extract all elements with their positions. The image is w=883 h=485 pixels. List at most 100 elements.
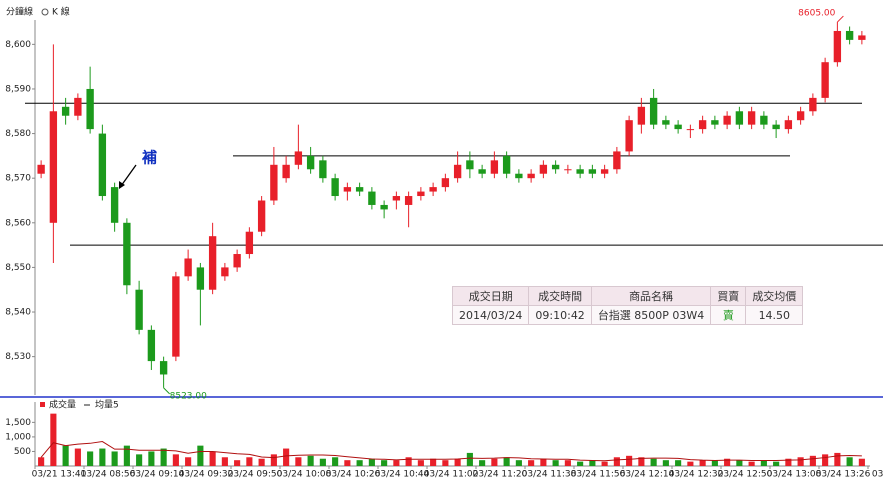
tab-icon: [41, 8, 49, 16]
header-cell: 商品名稱: [590, 286, 712, 306]
candle-body: [380, 204, 388, 210]
candle-body: [184, 258, 192, 277]
candle-body: [159, 361, 168, 375]
candle-body: [649, 97, 658, 125]
y-tick-label: 8,600: [5, 40, 31, 50]
annotation-leader: [837, 15, 844, 23]
legend-label: 均量5: [95, 399, 119, 411]
volume-bar: [834, 452, 841, 466]
candle-body: [564, 169, 572, 171]
volume-bar: [809, 455, 816, 466]
volume-bar: [822, 454, 829, 466]
candle-body: [466, 160, 474, 170]
y-tick-label: 8,580: [5, 129, 31, 139]
candle-body: [392, 196, 401, 201]
volume-bar: [87, 451, 94, 466]
volume-bar: [699, 460, 706, 466]
candle-body: [221, 267, 229, 277]
candle-body: [74, 97, 82, 116]
volume-bar: [552, 460, 559, 466]
volume-bar: [736, 460, 743, 466]
candle-body: [490, 160, 499, 174]
cell: 09:10:42: [528, 305, 592, 325]
volume-bar: [711, 460, 718, 466]
volume-bar: [503, 457, 510, 466]
y-tick-label: 8,570: [5, 174, 31, 184]
x-tick-label: 03/24 10:26: [326, 470, 381, 480]
candle-body: [331, 178, 339, 197]
kline-tab[interactable]: K 線: [52, 6, 70, 18]
candle-body: [809, 97, 817, 112]
volume-bar: [846, 457, 853, 466]
vol-y-tick-label: 500: [14, 447, 31, 457]
volume-bar: [797, 457, 804, 466]
candle-body: [135, 289, 143, 330]
volume-bar: [564, 460, 571, 466]
y-tick-label: 8,550: [5, 263, 31, 273]
volume-bar: [589, 460, 596, 466]
volume-bar: [613, 457, 620, 466]
candle-body: [821, 62, 829, 98]
x-tick-label: 03/24 09:14: [130, 470, 185, 480]
volume-bar: [381, 460, 388, 466]
header-cell: 成交均價: [745, 286, 804, 306]
volume-bar: [675, 460, 682, 466]
candle-body: [306, 155, 315, 170]
x-tick-label: 03/24 11:02: [424, 470, 479, 480]
legend-swatch: [40, 402, 45, 407]
candle-body: [772, 124, 780, 130]
candle-body: [527, 173, 535, 179]
volume-bar: [148, 451, 155, 466]
volume-bar: [221, 457, 228, 466]
minute-tab[interactable]: 分鐘線: [6, 6, 33, 18]
header-cell: 成交日期: [451, 286, 530, 306]
volume-bar: [662, 460, 669, 466]
x-tick-label: 03/24 11:56: [571, 470, 626, 480]
header-cell: 成交時間: [528, 286, 592, 306]
volume-bar: [650, 458, 657, 466]
volume-bar: [38, 457, 45, 466]
candle-body: [37, 164, 45, 174]
annotation-leader: [163, 387, 170, 395]
candle-body: [735, 111, 744, 125]
volume-bar: [638, 457, 645, 466]
volume-bar: [246, 457, 253, 466]
volume-bar: [332, 457, 339, 466]
volume-bar: [442, 460, 449, 466]
candle-body: [49, 111, 58, 223]
candle-body: [257, 200, 266, 232]
vol-y-tick-label: 1,500: [5, 418, 31, 428]
volume-bar: [368, 458, 375, 466]
volume-bar: [405, 457, 412, 466]
volume-bar: [515, 460, 522, 466]
candle-body: [723, 115, 731, 125]
x-tick-label: 03/24 10:08: [277, 470, 332, 480]
volume-bar: [283, 448, 290, 466]
volume-bar: [209, 451, 216, 466]
volume-bar: [393, 460, 400, 466]
candle-body: [796, 111, 805, 121]
y-tick-label: 8,530: [5, 352, 31, 362]
annotation-label: 8605.00: [798, 9, 835, 19]
candle-body: [576, 169, 584, 174]
candle-body: [613, 151, 621, 170]
volume-bar: [74, 448, 81, 466]
candle-body: [245, 231, 254, 255]
candle-body: [760, 115, 768, 125]
volume-bar: [601, 461, 608, 466]
candle-body: [282, 164, 290, 179]
candle-body: [319, 160, 327, 179]
candle-body: [698, 120, 707, 130]
volume-bar: [540, 458, 547, 466]
candle-body: [368, 191, 376, 205]
trade-table: 成交日期 成交時間 商品名稱 買賣 成交均價 2014/03/24 09:10:42 台指選 …: [451, 286, 804, 325]
candle-body: [478, 169, 486, 174]
candle-body: [355, 187, 364, 192]
candle-body: [625, 120, 633, 152]
x-tick-label: 03/24 08:56: [81, 470, 136, 480]
cell: 台指選 8500P 03W4: [590, 305, 712, 325]
volume-bar: [307, 455, 314, 466]
vol-y-tick-label: 1,000: [5, 432, 31, 442]
note-label: 補: [141, 149, 157, 167]
candle-body: [147, 329, 156, 362]
